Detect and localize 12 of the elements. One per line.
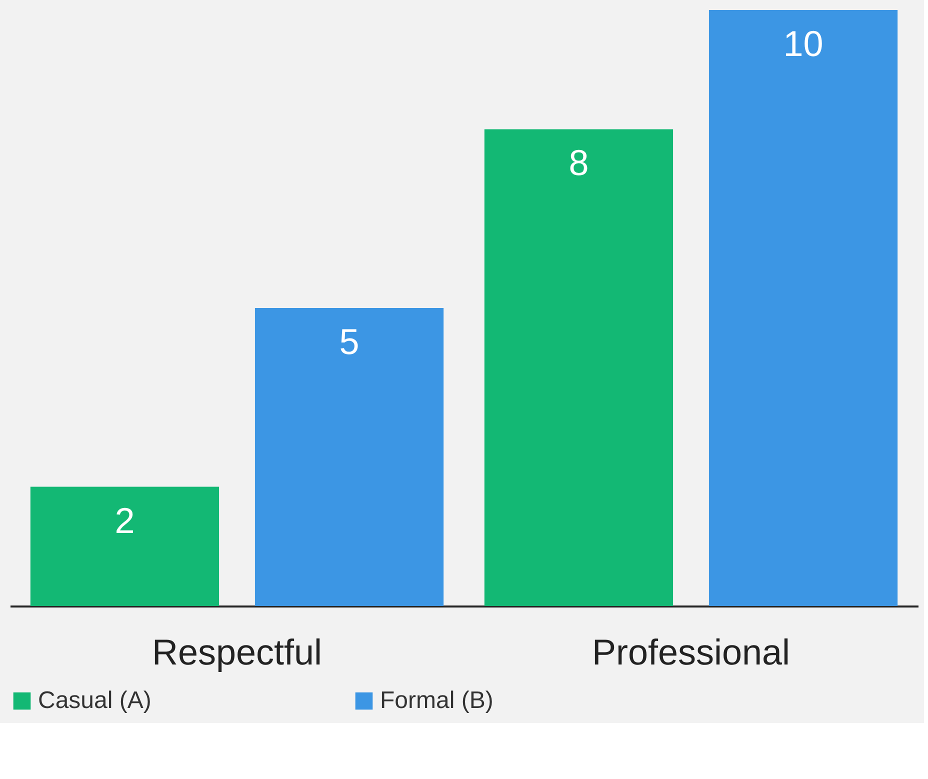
data-label: 2 [114,500,135,541]
legend-label: Casual (A) [38,687,152,714]
bar [30,486,220,606]
x-tick-label: Professional [592,632,790,672]
x-tick-label: Respectful [152,632,322,672]
data-label: 5 [339,321,360,362]
data-label: 10 [783,23,824,64]
bar [708,10,898,606]
legend-label: Formal (B) [380,687,494,714]
bar [484,129,674,606]
bar [254,308,444,606]
data-label: 8 [568,142,589,184]
